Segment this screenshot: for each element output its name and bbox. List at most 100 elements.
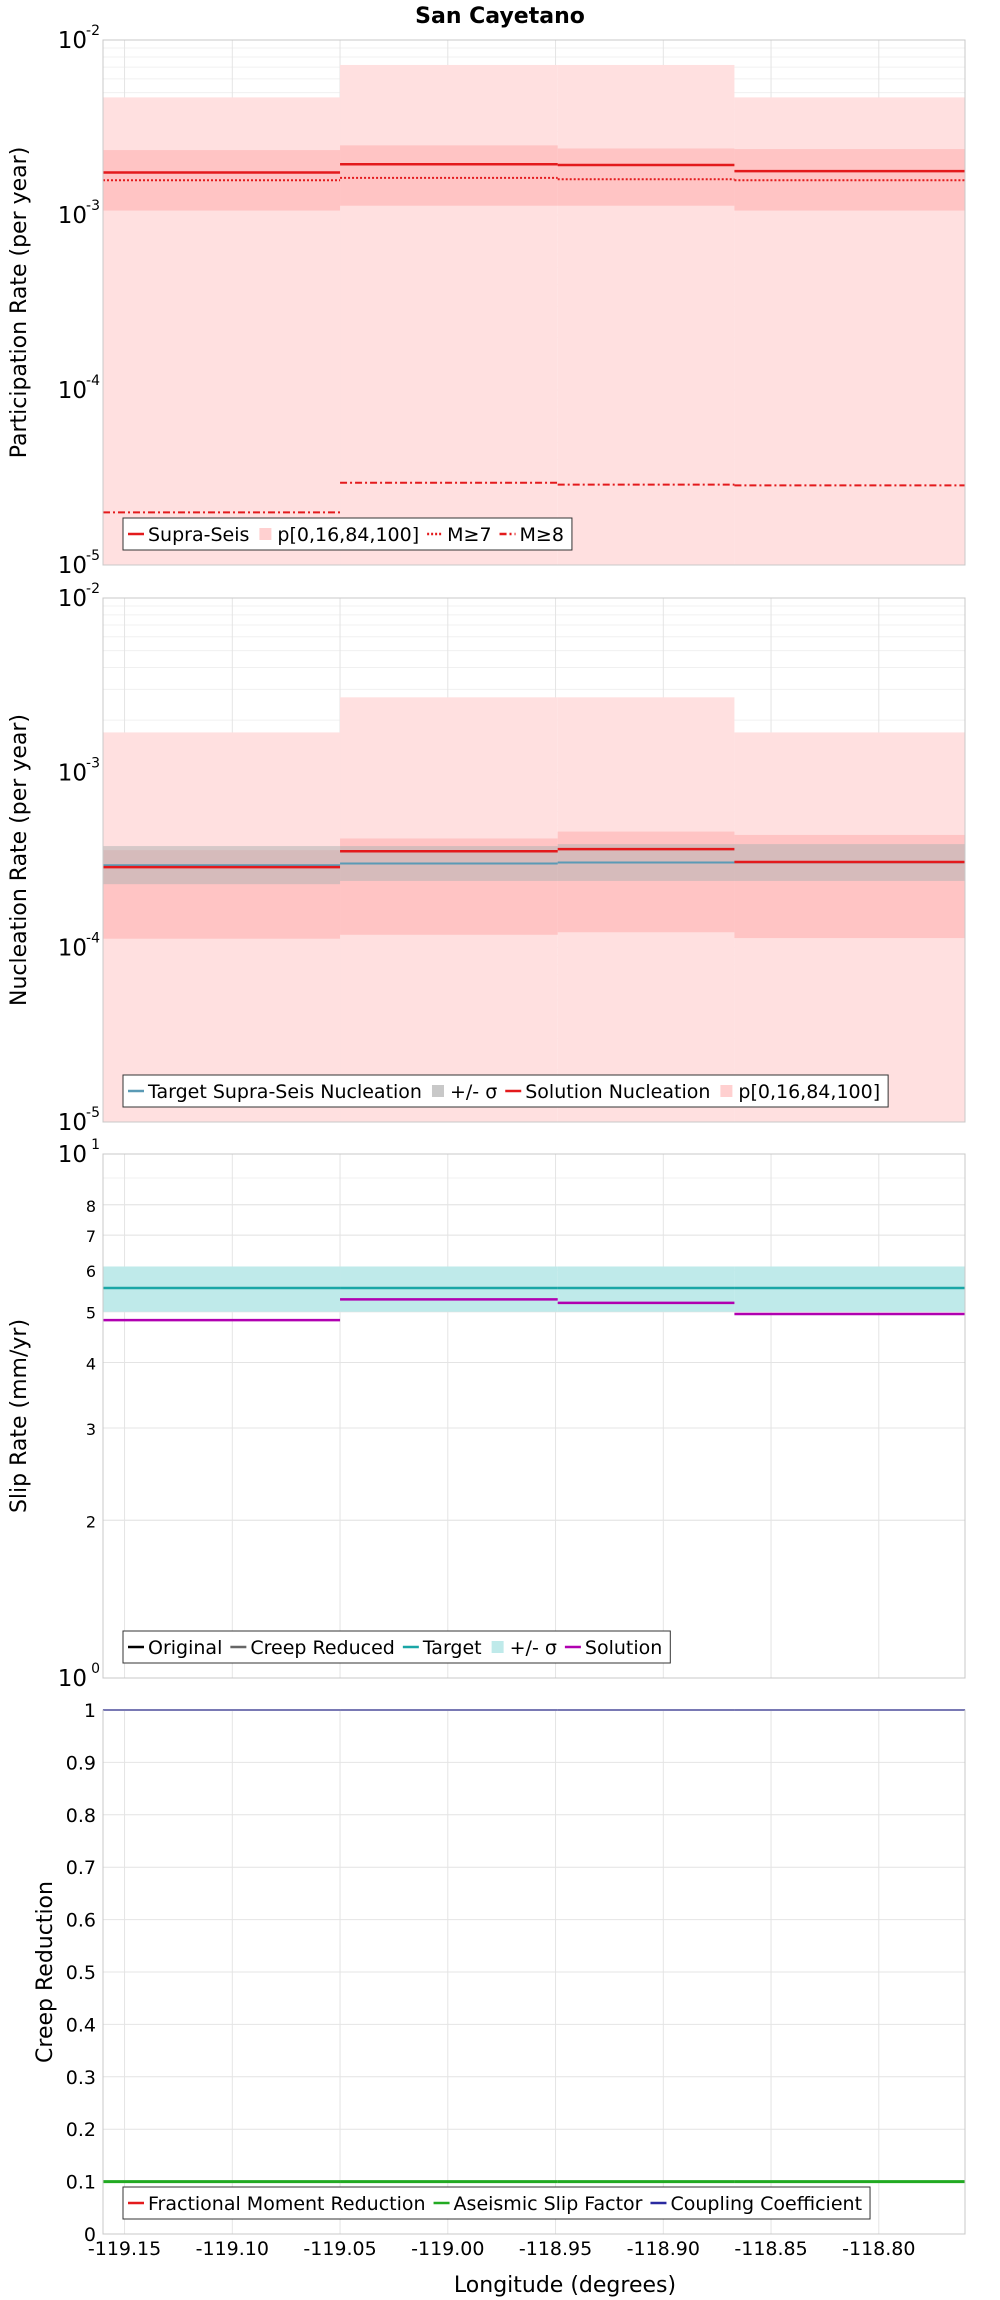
y-tick-label: 0	[84, 2224, 96, 2246]
legend-label: Solution	[585, 1637, 662, 1659]
x-gridlines	[124, 1710, 880, 2234]
y-tick-label: 10	[58, 203, 87, 229]
y-tick-label: 0.7	[66, 1857, 96, 1879]
y-tick-exponent: -3	[86, 198, 100, 214]
legend-item: Solution	[564, 1637, 662, 1659]
y-tick-exponent: 0	[91, 1661, 100, 1677]
band-rect	[340, 145, 558, 206]
legend-label: M≥7	[447, 524, 491, 546]
legend-label: p[0,16,84,100]	[277, 524, 419, 546]
legend-item: p[0,16,84,100]	[720, 1081, 880, 1103]
y-tick-label: 0.1	[66, 2172, 96, 2194]
legend-label: Supra-Seis	[148, 524, 249, 546]
legend-swatch	[259, 528, 272, 540]
plot-frame	[102, 1709, 966, 2235]
y-tick-exponent: -5	[86, 548, 100, 564]
y-tick-exponent: -2	[86, 581, 100, 597]
y-axis-label: Participation Rate (per year)	[7, 147, 32, 459]
legend-swatch	[720, 1085, 733, 1097]
x-tick-label: -118.90	[627, 2238, 700, 2260]
panel-4: 0 0.1 0.2 0.3 0.4 0.5 0.6 0.7 0.8 0.9 1 Creep Reduc…	[33, 1700, 966, 2246]
y-tick-label: 0.8	[66, 1805, 96, 1827]
legend-item: +/- σ	[431, 1081, 497, 1103]
panel-1: 10-510-410-310 -2 Participation Rate (per …	[7, 23, 966, 579]
y-tick-label: 10	[58, 378, 87, 404]
y-tick-label: 1	[84, 1700, 96, 1722]
y-tick-exponent: -4	[86, 930, 100, 946]
band-rect	[734, 149, 965, 211]
legend-item: p[0,16,84,100]	[259, 524, 419, 546]
plot-frame	[102, 39, 966, 566]
legend-label: p[0,16,84,100]	[738, 1081, 880, 1103]
y-axis-label: Nucleation Rate (per year)	[7, 714, 32, 1006]
legend-label: Aseismic Slip Factor	[454, 2193, 643, 2215]
series-m-8	[103, 481, 965, 514]
x-gridlines	[124, 1154, 880, 1678]
y-axis-label: Creep Reduction	[33, 1881, 58, 2063]
y-tick-label: 8	[86, 1197, 96, 1216]
y-tick-exponent: -5	[86, 1105, 100, 1121]
legend-item: Solution Nucleation	[505, 1081, 710, 1103]
legend-item: Original	[128, 1637, 222, 1659]
legend-item: Aseismic Slip Factor	[433, 2193, 643, 2215]
legend-item: +/- σ	[491, 1637, 557, 1659]
legend-label: +/- σ	[450, 1081, 497, 1103]
y-tick-labels: 10-510-410-310-2	[58, 23, 100, 579]
legend-frame	[122, 1074, 889, 1108]
plot-frame	[102, 597, 966, 1123]
plot-frame	[102, 1153, 966, 1679]
chart-title: San Cayetano	[415, 4, 585, 29]
y-tick-label: 6	[86, 1262, 96, 1281]
plot-background	[103, 1154, 965, 1678]
band-1	[103, 64, 965, 566]
legend-label: Fractional Moment Reduction	[148, 2193, 426, 2215]
legend: Supra-Seis p[0,16,84,100] M≥7 M≥8	[122, 517, 573, 551]
band-rect	[557, 64, 735, 566]
legend-frame	[122, 2186, 871, 2220]
y-tick-label: 10	[58, 761, 87, 787]
legend-item: Coupling Coefficient	[650, 2193, 862, 2215]
legend-label: Solution Nucleation	[525, 1081, 710, 1103]
series-m-7	[103, 176, 965, 182]
legend-item: Target Supra-Seis Nucleation	[128, 1081, 422, 1103]
series-solution-nucleation	[103, 847, 965, 869]
y-tick-label: 0.4	[66, 2014, 96, 2036]
y-tick-label: 0.5	[66, 1962, 96, 1984]
y-tick-labels: 10-510-410-310-2	[58, 581, 100, 1136]
series-supra-seis	[103, 162, 965, 174]
y-tick-label: 2	[86, 1512, 96, 1531]
y-tick-exponent: -4	[86, 373, 100, 389]
y-tick-label: 0.3	[66, 2067, 96, 2089]
legend-item: Fractional Moment Reduction	[128, 2193, 426, 2215]
y-tick-exponent: 1	[91, 1137, 100, 1153]
y-tick-label: 3	[86, 1420, 96, 1439]
legend-item: Creep Reduced	[230, 1637, 395, 1659]
legend-swatch	[491, 1641, 504, 1653]
y-tick-label: 10	[58, 1666, 87, 1692]
legend-swatch	[431, 1085, 444, 1097]
legend-item: M≥7	[427, 524, 492, 546]
y-tick-label: 10	[58, 1142, 87, 1168]
y-tick-label: 10	[58, 28, 87, 54]
legend-label: +/- σ	[510, 1637, 557, 1659]
y-tick-label: 0.9	[66, 1752, 96, 1774]
legend: Original Creep Reduced Target +/- σ Solution	[122, 1630, 671, 1664]
y-tick-label: 10	[58, 1110, 87, 1136]
y-tick-label: 10	[58, 553, 87, 579]
y-tick-label: 0.2	[66, 2119, 96, 2141]
x-tick-labels: -119.15 -119.10 -119.05 -119.00 -118.95 -118.…	[88, 2238, 916, 2260]
legend-label: Original	[148, 1637, 222, 1659]
legend-frame	[122, 517, 573, 551]
y-tick-label: 4	[86, 1355, 96, 1374]
band-rect	[340, 64, 558, 566]
legend-item: Supra-Seis	[128, 524, 249, 546]
legend-label: Creep Reduced	[250, 1637, 394, 1659]
legend: Fractional Moment Reduction Aseismic Slip…	[122, 2186, 871, 2220]
y-tick-label: 5	[86, 1304, 96, 1323]
y-tick-labels: 0 0.1 0.2 0.3 0.4 0.5 0.6 0.7 0.8 0.9 1	[66, 1700, 96, 2246]
y-axis-label: Slip Rate (mm/yr)	[7, 1319, 32, 1513]
x-tick-label: -119.15	[88, 2238, 161, 2260]
